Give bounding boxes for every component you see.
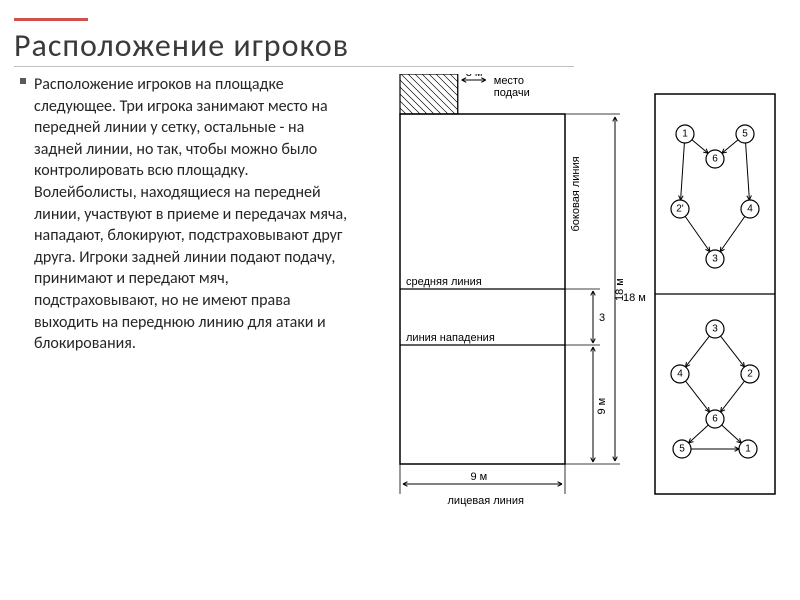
svg-text:2: 2 (747, 369, 753, 380)
svg-text:4: 4 (747, 204, 753, 215)
court-diagram: 3 м местоподачи средняя линия линия нападен… (370, 74, 790, 584)
svg-text:9 м: 9 м (596, 398, 608, 415)
svg-text:1: 1 (745, 444, 751, 455)
svg-text:18 м: 18 м (614, 278, 626, 301)
diagram-area: 3 м местоподачи средняя линия линия нападен… (370, 74, 790, 584)
title-underline (14, 66, 574, 67)
body-paragraph: Расположение игроков на площадке следующ… (34, 74, 354, 355)
svg-text:средняя линия: средняя линия (406, 276, 482, 288)
svg-text:3: 3 (712, 324, 718, 335)
svg-text:лицевая линия: лицевая линия (448, 495, 524, 507)
svg-text:боковая линия: боковая линия (570, 156, 582, 231)
svg-text:6: 6 (712, 154, 718, 165)
svg-text:место: место (494, 75, 524, 87)
svg-text:4: 4 (677, 369, 683, 380)
svg-text:9 м: 9 м (471, 471, 488, 483)
svg-text:5: 5 (679, 444, 685, 455)
svg-text:6: 6 (712, 414, 718, 425)
svg-text:5: 5 (742, 129, 748, 140)
svg-text:1: 1 (682, 129, 688, 140)
accent-bar (14, 18, 88, 21)
svg-text:3: 3 (712, 254, 718, 265)
svg-text:линия нападения: линия нападения (406, 332, 495, 344)
svg-text:3 м: 3 м (466, 74, 483, 79)
svg-text:подачи: подачи (494, 87, 530, 99)
svg-text:3: 3 (599, 312, 605, 324)
page-title: Расположение игроков (14, 26, 349, 65)
svg-text:2': 2' (676, 204, 684, 215)
bullet (20, 78, 26, 84)
svg-text:18 м: 18 м (623, 292, 646, 304)
